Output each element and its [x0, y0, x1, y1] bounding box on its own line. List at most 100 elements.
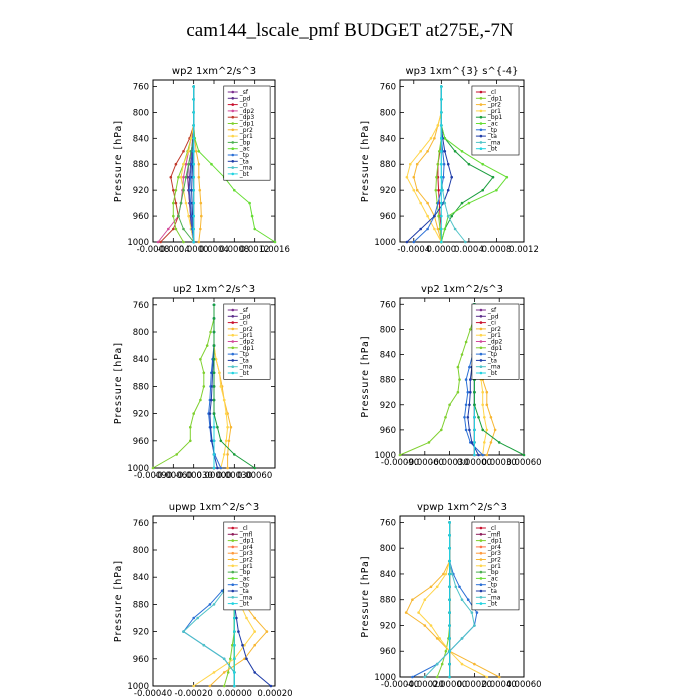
legend-marker — [231, 90, 235, 94]
y-tick-label: 840 — [380, 351, 396, 361]
x-tick-label: 0.00000 — [432, 680, 467, 690]
legend-marker — [231, 166, 235, 169]
y-tick-label: 840 — [133, 134, 149, 144]
legend-marker — [479, 115, 483, 119]
series-point — [481, 453, 485, 457]
series-point — [440, 428, 443, 432]
x-tick-label: 0.0000 — [426, 245, 456, 255]
y-tick-label: 920 — [133, 628, 149, 638]
series-point — [199, 227, 202, 231]
series-point — [443, 227, 447, 231]
series-point — [448, 662, 451, 666]
series-point — [202, 371, 206, 375]
y-tick-label: 960 — [133, 212, 149, 222]
series-point — [444, 649, 448, 653]
series-point — [448, 611, 451, 614]
series-line-pr1 — [406, 86, 442, 243]
series-point — [419, 150, 423, 153]
series-point — [212, 439, 216, 443]
series-point — [483, 416, 486, 419]
legend-marker — [231, 570, 235, 574]
series-point — [456, 365, 460, 369]
series-point — [210, 385, 214, 388]
series-point — [473, 441, 476, 444]
series-point — [437, 214, 440, 218]
legend-marker — [231, 115, 235, 119]
series-point — [210, 439, 214, 443]
legend-entry: _bt — [487, 370, 498, 377]
legend-marker — [231, 333, 235, 337]
legend-entry: _ma — [487, 364, 501, 371]
series-point — [175, 453, 178, 456]
series-point — [489, 441, 493, 444]
legend-entry: _pr3 — [487, 550, 501, 557]
legend-entry: _dp1 — [487, 538, 503, 545]
series-point — [182, 630, 185, 633]
series-point — [460, 662, 464, 666]
y-tick-label: 1000 — [374, 673, 396, 683]
series-point — [448, 559, 451, 563]
series-point — [412, 240, 416, 244]
series-point — [218, 371, 221, 375]
series-point — [440, 124, 443, 127]
series-point — [219, 385, 223, 388]
series-point — [464, 340, 468, 344]
y-tick-label: 800 — [380, 544, 396, 554]
y-tick-label: 840 — [380, 134, 396, 144]
legend-marker — [231, 596, 235, 599]
legend-entry: _pd — [239, 95, 251, 102]
legend-marker — [231, 558, 235, 561]
panel-title: up2 1xm^2/s^3 — [173, 284, 255, 295]
series-point — [226, 466, 229, 470]
legend-marker — [479, 596, 483, 599]
series-point — [470, 441, 474, 444]
plot-frame — [399, 297, 525, 456]
x-tick-label: 0.0008 — [219, 245, 249, 255]
legend-entry: _ma — [239, 364, 253, 371]
series-point — [189, 439, 192, 443]
series-point — [197, 162, 201, 166]
y-tick-label: 760 — [380, 300, 396, 310]
series-point — [405, 240, 409, 244]
page-title: cam144_lscale_pmf BUDGET at275E,-7N — [186, 20, 514, 41]
series-point — [435, 637, 439, 640]
series-point — [192, 616, 195, 620]
panel-3: vp2 1xm^2/s^3 Pressure [hPa] 760 800 840 880 9… — [360, 284, 542, 468]
series-point — [212, 671, 216, 674]
y-tick-label: 920 — [380, 401, 396, 411]
series-point — [453, 150, 457, 153]
legend-marker — [479, 359, 483, 362]
series-point — [466, 598, 470, 601]
series-point — [440, 227, 443, 231]
series-point — [241, 643, 244, 647]
series-point — [151, 466, 155, 470]
series-point — [197, 150, 201, 153]
series-point — [202, 385, 206, 388]
series-point — [235, 616, 238, 620]
legend-marker — [231, 153, 235, 157]
series-point — [222, 671, 226, 674]
x-tick-label: -0.00060 — [154, 471, 192, 481]
legend-entry: _dp1 — [239, 121, 255, 128]
legend-marker — [231, 147, 235, 150]
x-tick-label: 0.00000 — [217, 689, 252, 699]
series-point — [212, 317, 216, 320]
legend-entry: _pr1 — [239, 563, 253, 570]
series-point — [458, 378, 461, 381]
series-point — [214, 357, 218, 361]
legend-entry: _cl — [239, 525, 248, 532]
legend-entry: _ci — [239, 320, 248, 327]
series-point — [491, 175, 495, 179]
series-point — [440, 85, 443, 88]
y-tick-label: 800 — [133, 546, 149, 556]
series-point — [411, 675, 414, 679]
legend-entry: _tp — [239, 152, 249, 159]
series-point — [192, 412, 195, 415]
series-point — [436, 162, 440, 166]
series-point — [253, 616, 256, 620]
series-point — [448, 649, 451, 653]
series-point — [227, 439, 231, 443]
series-point — [229, 657, 232, 661]
series-point — [473, 390, 476, 394]
x-tick-label: 0.00030 — [482, 458, 517, 468]
